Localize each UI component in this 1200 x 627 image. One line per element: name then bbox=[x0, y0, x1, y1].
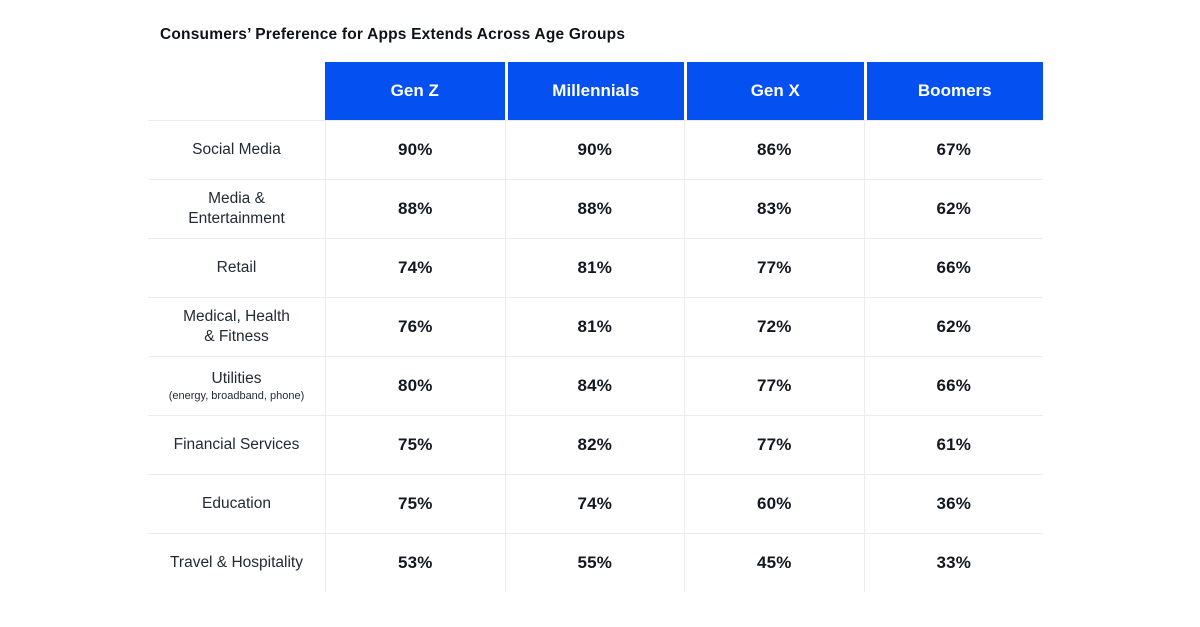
row-label-text: Media & Entertainment bbox=[188, 190, 285, 227]
value-cell: 88% bbox=[504, 179, 684, 238]
value-cell: 53% bbox=[325, 533, 505, 592]
value-cell: 60% bbox=[684, 474, 864, 533]
row-label-text: Retail bbox=[216, 259, 257, 277]
row-label: Travel & Hospitality bbox=[148, 533, 325, 592]
value-cell: 75% bbox=[325, 474, 505, 533]
value-cell: 77% bbox=[684, 238, 864, 297]
column-header-boomers: Boomers bbox=[863, 62, 1043, 120]
column-header-gen-x: Gen X bbox=[684, 62, 864, 120]
value-cell: 74% bbox=[325, 238, 505, 297]
value-cell: 90% bbox=[325, 120, 505, 179]
value-cell: 81% bbox=[504, 238, 684, 297]
value-cell: 88% bbox=[325, 179, 505, 238]
value-cell: 66% bbox=[863, 238, 1043, 297]
value-cell: 77% bbox=[684, 415, 864, 474]
row-label-text: Utilities bbox=[211, 369, 262, 387]
row-label-text: Social Media bbox=[192, 141, 281, 159]
value-cell: 55% bbox=[504, 533, 684, 592]
value-cell: 62% bbox=[863, 179, 1043, 238]
row-label: Retail bbox=[148, 238, 325, 297]
value-cell: 36% bbox=[863, 474, 1043, 533]
row-label-text: Travel & Hospitality bbox=[170, 554, 303, 572]
value-cell: 74% bbox=[504, 474, 684, 533]
value-cell: 67% bbox=[863, 120, 1043, 179]
value-cell: 90% bbox=[504, 120, 684, 179]
value-cell: 33% bbox=[863, 533, 1043, 592]
page-title: Consumers’ Preference for Apps Extends A… bbox=[160, 26, 626, 43]
value-cell: 86% bbox=[684, 120, 864, 179]
value-cell: 72% bbox=[684, 297, 864, 356]
value-cell: 80% bbox=[325, 356, 505, 415]
row-label: Utilities (energy, broadband, phone) bbox=[148, 356, 325, 415]
value-cell: 66% bbox=[863, 356, 1043, 415]
value-cell: 83% bbox=[684, 179, 864, 238]
column-header-gen-z: Gen Z bbox=[325, 62, 505, 120]
value-cell: 77% bbox=[684, 356, 864, 415]
row-label: Media & Entertainment bbox=[148, 179, 325, 238]
row-label-text: Financial Services bbox=[173, 436, 300, 454]
value-cell: 62% bbox=[863, 297, 1043, 356]
value-cell: 75% bbox=[325, 415, 505, 474]
value-cell: 45% bbox=[684, 533, 864, 592]
column-header-millennials: Millennials bbox=[504, 62, 684, 120]
row-label: Medical, Health & Fitness bbox=[148, 297, 325, 356]
row-sublabel: (energy, broadband, phone) bbox=[168, 390, 305, 403]
value-cell: 82% bbox=[504, 415, 684, 474]
value-cell: 84% bbox=[504, 356, 684, 415]
value-cell: 81% bbox=[504, 297, 684, 356]
row-label: Social Media bbox=[148, 120, 325, 179]
row-label-text: Education bbox=[202, 495, 271, 513]
header-spacer bbox=[148, 62, 325, 120]
value-cell: 61% bbox=[863, 415, 1043, 474]
row-label-text: Medical, Health & Fitness bbox=[183, 308, 290, 345]
row-label: Financial Services bbox=[148, 415, 325, 474]
age-preference-table: Gen Z Millennials Gen X Boomers Social Media… bbox=[148, 62, 1043, 592]
row-label: Education bbox=[148, 474, 325, 533]
value-cell: 76% bbox=[325, 297, 505, 356]
